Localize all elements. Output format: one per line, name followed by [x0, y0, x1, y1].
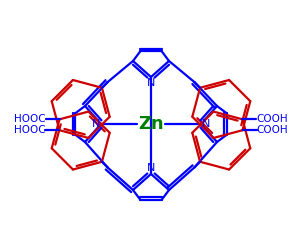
Text: COOH: COOH: [256, 125, 288, 135]
Text: N: N: [202, 119, 210, 129]
Text: N: N: [92, 119, 100, 129]
Text: COOH: COOH: [256, 114, 288, 124]
Text: N: N: [147, 78, 155, 88]
Text: HOOC: HOOC: [14, 125, 46, 135]
Text: HOOC: HOOC: [14, 114, 46, 124]
Text: N: N: [147, 163, 155, 173]
Text: Zn: Zn: [138, 115, 164, 133]
